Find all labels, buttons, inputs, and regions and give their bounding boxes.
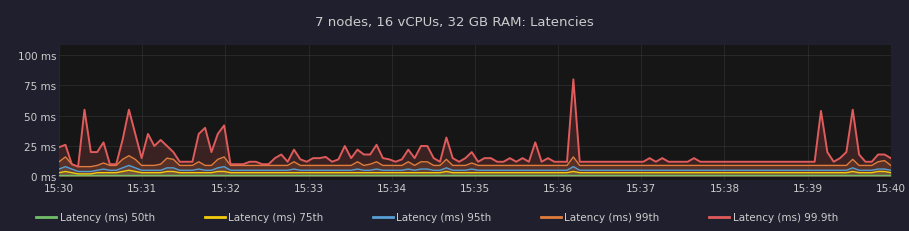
Latency (ms) 99.9th — [162, 145, 173, 148]
Line: Latency (ms) 99th: Latency (ms) 99th — [59, 156, 891, 167]
Latency (ms) 95th — [73, 170, 84, 173]
Latency (ms) 99.9th — [339, 145, 350, 148]
Latency (ms) 99.9th — [314, 157, 325, 160]
Latency (ms) 50th — [885, 174, 896, 177]
Line: Latency (ms) 99.9th: Latency (ms) 99.9th — [59, 80, 891, 167]
Latency (ms) 75th — [73, 173, 84, 176]
Line: Latency (ms) 95th: Latency (ms) 95th — [59, 166, 891, 172]
Latency (ms) 95th — [739, 169, 750, 172]
Latency (ms) 95th — [320, 169, 331, 172]
Latency (ms) 75th — [733, 172, 744, 174]
Latency (ms) 99th — [733, 164, 744, 167]
Latency (ms) 99th — [320, 164, 331, 167]
Line: Latency (ms) 75th: Latency (ms) 75th — [59, 170, 891, 174]
Latency (ms) 95th — [168, 167, 179, 170]
Latency (ms) 75th — [320, 172, 331, 174]
Latency (ms) 95th — [124, 164, 135, 167]
Latency (ms) 99.9th — [885, 157, 896, 160]
Latency (ms) 50th — [307, 174, 318, 177]
Latency (ms) 75th — [885, 172, 896, 174]
Latency (ms) 95th — [54, 168, 65, 171]
Latency (ms) 75th — [124, 169, 135, 172]
Latency (ms) 99.9th — [54, 146, 65, 149]
Latency (ms) 75th — [345, 172, 356, 174]
Latency (ms) 75th — [168, 170, 179, 173]
Text: Latency (ms) 95th: Latency (ms) 95th — [396, 212, 492, 222]
Latency (ms) 99.9th — [739, 161, 750, 164]
Latency (ms) 99th — [168, 158, 179, 161]
Latency (ms) 50th — [54, 174, 65, 177]
Latency (ms) 99.9th — [568, 79, 579, 81]
Latency (ms) 75th — [739, 172, 750, 174]
Latency (ms) 50th — [726, 174, 737, 177]
Text: Latency (ms) 99.9th: Latency (ms) 99.9th — [733, 212, 838, 222]
Latency (ms) 50th — [333, 174, 344, 177]
Text: Latency (ms) 75th: Latency (ms) 75th — [228, 212, 324, 222]
Latency (ms) 99th — [739, 164, 750, 167]
Latency (ms) 99th — [54, 161, 65, 164]
Latency (ms) 99.9th — [73, 166, 84, 168]
Latency (ms) 99th — [885, 164, 896, 167]
Text: 7 nodes, 16 vCPUs, 32 GB RAM: Latencies: 7 nodes, 16 vCPUs, 32 GB RAM: Latencies — [315, 16, 594, 29]
Latency (ms) 99th — [73, 166, 84, 168]
Latency (ms) 75th — [54, 172, 65, 174]
Latency (ms) 75th — [136, 172, 147, 174]
Text: Latency (ms) 99th: Latency (ms) 99th — [564, 212, 660, 222]
Latency (ms) 95th — [136, 169, 147, 172]
Latency (ms) 99.9th — [130, 133, 141, 136]
Latency (ms) 99.9th — [733, 161, 744, 164]
Latency (ms) 99th — [124, 155, 135, 157]
Text: Latency (ms) 50th: Latency (ms) 50th — [60, 212, 155, 222]
Latency (ms) 99th — [345, 164, 356, 167]
Latency (ms) 50th — [124, 174, 135, 177]
Latency (ms) 95th — [345, 169, 356, 172]
Latency (ms) 50th — [155, 174, 166, 177]
Latency (ms) 95th — [885, 169, 896, 172]
Latency (ms) 95th — [733, 169, 744, 172]
Latency (ms) 50th — [720, 174, 731, 177]
Latency (ms) 99th — [136, 164, 147, 167]
